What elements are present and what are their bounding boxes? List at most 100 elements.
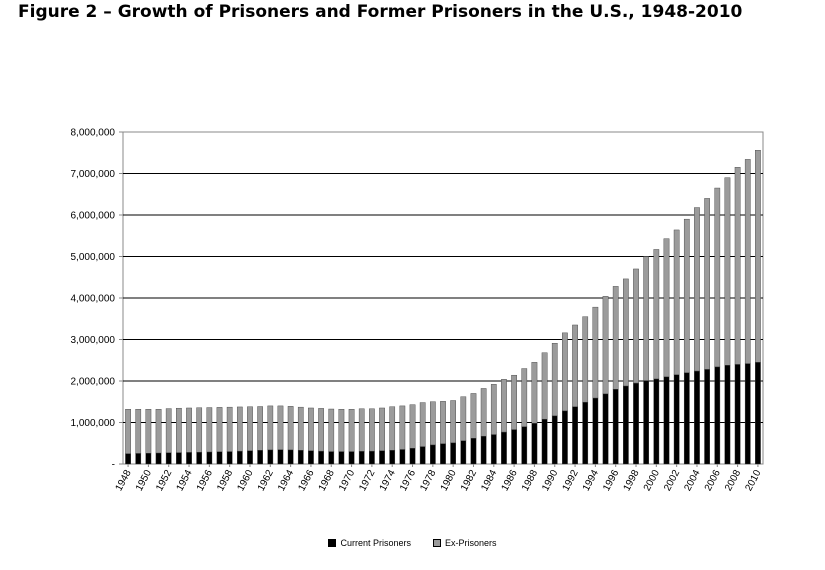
bar-ex-prisoners [450, 400, 456, 444]
bar-current-prisoners [450, 442, 456, 465]
bar-ex-prisoners [704, 198, 710, 370]
bar-current-prisoners [602, 393, 609, 465]
bar-ex-prisoners [318, 408, 324, 452]
bar-current-prisoners [389, 450, 396, 465]
x-tick-label: 1968 [317, 468, 337, 493]
bar-ex-prisoners [165, 408, 172, 453]
bar-current-prisoners [501, 431, 507, 465]
bar-current-prisoners [186, 452, 192, 465]
bar-ex-prisoners [663, 238, 670, 378]
bar-current-prisoners [724, 365, 731, 465]
bar-current-prisoners [541, 418, 548, 465]
y-tick-label: - [112, 460, 115, 471]
x-tick-label: 1970 [337, 468, 357, 493]
bar-ex-prisoners [389, 406, 396, 451]
bar-ex-prisoners [348, 409, 355, 452]
x-tick-label: 1980 [439, 468, 459, 493]
bar-current-prisoners [257, 450, 263, 465]
legend-swatch-current [328, 539, 337, 547]
bar-current-prisoners [470, 438, 477, 465]
bar-ex-prisoners [358, 408, 365, 452]
bar-current-prisoners [297, 450, 304, 465]
bar-ex-prisoners [216, 407, 223, 452]
bar-ex-prisoners [297, 406, 304, 451]
bar-ex-prisoners [541, 352, 548, 420]
bar-current-prisoners [653, 378, 660, 465]
y-tick-label: 1,000,000 [71, 418, 116, 429]
bar-ex-prisoners [551, 343, 558, 417]
bar-current-prisoners [755, 362, 761, 465]
bar-current-prisoners [460, 440, 467, 465]
bar-ex-prisoners [155, 409, 162, 454]
x-tick-label: 2008 [723, 468, 743, 493]
bar-ex-prisoners [176, 407, 182, 453]
bar-current-prisoners [694, 370, 700, 465]
bar-current-prisoners [490, 434, 497, 465]
bar-ex-prisoners [683, 218, 690, 373]
bar-current-prisoners [145, 453, 152, 465]
bar-current-prisoners [704, 369, 710, 465]
bar-ex-prisoners [602, 296, 609, 395]
bar-ex-prisoners [724, 177, 731, 366]
bar-ex-prisoners [653, 249, 660, 380]
bar-ex-prisoners [338, 409, 345, 452]
x-tick-label: 1996 [601, 468, 621, 493]
bar-current-prisoners [511, 429, 517, 465]
bar-current-prisoners [165, 452, 172, 465]
bar-ex-prisoners [490, 384, 497, 435]
x-tick-label: 1986 [500, 468, 520, 493]
bar-current-prisoners [226, 451, 233, 465]
bar-ex-prisoners [430, 401, 436, 446]
bar-ex-prisoners [440, 401, 446, 444]
bar-current-prisoners [623, 385, 629, 465]
bar-current-prisoners [592, 397, 599, 465]
x-tick-label: 1948 [114, 468, 134, 493]
bar-current-prisoners [206, 451, 213, 465]
bar-current-prisoners [551, 415, 558, 465]
bar-ex-prisoners [369, 408, 375, 452]
x-axis: 1948 1950 1952 1954 1956 1958 1960 1962 1964 1966… [114, 464, 764, 493]
x-tick-label: 1966 [296, 468, 316, 493]
bar-ex-prisoners [633, 268, 639, 384]
bar-current-prisoners [521, 426, 528, 465]
bar-current-prisoners [196, 451, 203, 465]
bar-ex-prisoners [501, 379, 507, 433]
bar-current-prisoners [663, 376, 670, 465]
bar-ex-prisoners [186, 407, 192, 453]
bar-ex-prisoners [226, 406, 233, 452]
bar-current-prisoners [612, 389, 619, 465]
bar-current-prisoners [714, 366, 721, 465]
x-tick-label: 1982 [459, 468, 479, 493]
bar-current-prisoners [419, 446, 426, 465]
bar-current-prisoners [734, 364, 741, 465]
x-tick-label: 1952 [154, 468, 174, 493]
y-tick-label: 7,000,000 [71, 169, 116, 180]
bars [125, 150, 761, 465]
y-tick-label: 8,000,000 [71, 128, 116, 139]
bar-ex-prisoners [562, 332, 568, 412]
bar-ex-prisoners [480, 388, 487, 437]
bar-ex-prisoners [582, 316, 589, 403]
x-tick-label: 1992 [561, 468, 581, 493]
figure-title: Figure 2 – Growth of Prisoners and Forme… [18, 2, 743, 22]
bar-ex-prisoners [612, 286, 619, 390]
bar-current-prisoners [277, 449, 284, 465]
bar-current-prisoners [125, 453, 131, 465]
bar-current-prisoners [338, 451, 345, 465]
x-tick-label: 1976 [398, 468, 418, 493]
bar-ex-prisoners [714, 187, 721, 368]
x-tick-label: 1984 [479, 468, 499, 493]
y-tick-label: 2,000,000 [71, 377, 116, 388]
bar-current-prisoners [328, 451, 335, 465]
legend-label-current: Current Prisoners [340, 538, 411, 548]
bar-current-prisoners [318, 450, 324, 465]
x-tick-label: 1958 [215, 468, 235, 493]
bar-ex-prisoners [257, 406, 263, 451]
bar-current-prisoners [358, 451, 365, 465]
bar-current-prisoners [683, 372, 690, 465]
bar-ex-prisoners [521, 368, 528, 427]
bar-ex-prisoners [277, 405, 284, 450]
bar-ex-prisoners [287, 406, 294, 451]
x-tick-label: 1988 [520, 468, 540, 493]
x-tick-label: 1998 [622, 468, 642, 493]
